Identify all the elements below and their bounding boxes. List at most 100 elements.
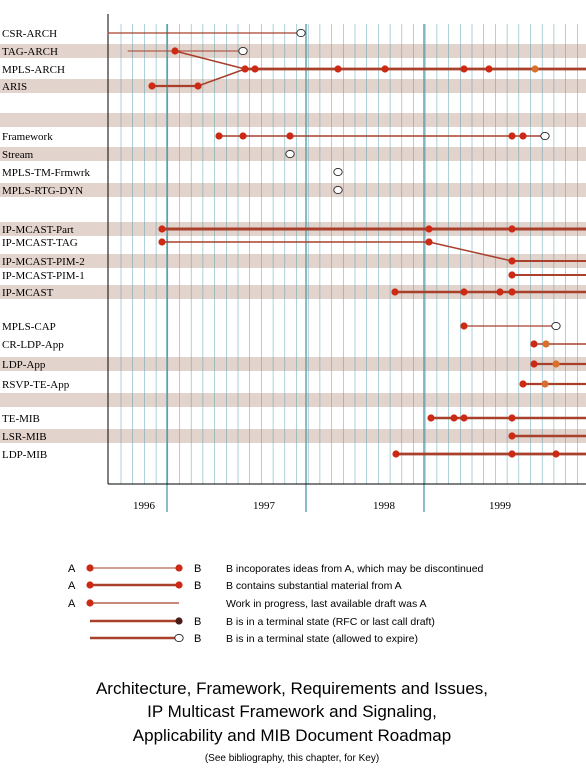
row-label: MPLS-RTG-DYN (2, 185, 83, 197)
draft-marker (148, 82, 156, 90)
draft-marker (427, 414, 435, 422)
draft-marker (508, 414, 516, 422)
legend-a-label: A (68, 580, 76, 592)
row-label: TAG-ARCH (2, 46, 58, 58)
draft-marker (485, 65, 493, 73)
title-block: Architecture, Framework, Requirements an… (96, 679, 488, 764)
row-label: IP-MCAST-TAG (2, 237, 78, 249)
draft-marker (215, 132, 223, 140)
draft-marker (460, 322, 468, 330)
draft-marker (542, 340, 550, 348)
row-label: IP-MCAST-PIM-1 (2, 270, 85, 282)
row-label: CR-LDP-App (2, 339, 64, 351)
link-line (197, 68, 246, 87)
legend-marker-a (86, 581, 94, 589)
legend-b-label: B (194, 616, 201, 628)
legend-a-label: A (68, 598, 76, 610)
draft-marker (460, 65, 468, 73)
terminal-marker (551, 321, 561, 331)
legend-text: Work in progress, last available draft w… (226, 598, 427, 610)
draft-marker (241, 65, 249, 73)
legend-marker-b (175, 564, 183, 572)
draft-marker (552, 450, 560, 458)
draft-marker (508, 257, 516, 265)
year-label: 1999 (489, 500, 512, 512)
document-markers (148, 28, 561, 458)
legend-text: B incoporates ideas from A, which may be… (226, 563, 484, 575)
row-label: IP-MCAST (2, 287, 54, 299)
row-band (0, 393, 586, 407)
row-label: CSR-ARCH (2, 28, 57, 40)
draft-marker (508, 271, 516, 279)
draft-marker (508, 288, 516, 296)
draft-marker (251, 65, 259, 73)
title-line-2: IP Multicast Framework and Signaling, (147, 702, 437, 721)
draft-marker (392, 450, 400, 458)
row-band (0, 44, 586, 58)
legend-b-label: B (194, 633, 201, 645)
row-band (0, 113, 586, 127)
row-band (0, 285, 586, 299)
terminal-marker (238, 46, 248, 56)
draft-marker (531, 65, 539, 73)
draft-marker (425, 225, 433, 233)
row-band (0, 254, 586, 268)
row-label: LDP-App (2, 359, 46, 371)
terminal-marker (333, 167, 343, 177)
row-band (0, 357, 586, 371)
draft-marker (541, 380, 549, 388)
draft-marker (194, 82, 202, 90)
legend-text: B is in a terminal state (RFC or last ca… (226, 616, 435, 628)
row-label: MPLS-CAP (2, 321, 56, 333)
axes (107, 14, 586, 485)
draft-marker (158, 238, 166, 246)
row-label: RSVP-TE-App (2, 379, 70, 391)
year-labels: 1996 1997 1998 1999 (133, 500, 512, 512)
draft-marker (425, 238, 433, 246)
terminal-marker (333, 185, 343, 195)
legend-marker-a (86, 564, 94, 572)
row-band (0, 183, 586, 197)
draft-marker (381, 65, 389, 73)
legend-marker-b (174, 633, 184, 643)
row-label: IP-MCAST-Part (2, 224, 74, 236)
legend-marker-a (86, 599, 94, 607)
draft-marker (158, 225, 166, 233)
grid-lines (120, 24, 578, 512)
row-band (0, 429, 586, 443)
title-line-1: Architecture, Framework, Requirements an… (96, 679, 488, 698)
row-label: IP-MCAST-PIM-2 (2, 256, 85, 268)
legend-b-label: B (194, 580, 201, 592)
draft-marker (450, 414, 458, 422)
draft-marker (519, 132, 527, 140)
draft-marker (460, 288, 468, 296)
row-label: MPLS-ARCH (2, 64, 65, 76)
legend-text: B contains substantial material from A (226, 580, 402, 592)
row-label: TE-MIB (2, 413, 40, 425)
link-line (428, 241, 513, 262)
legend-a-label: A (68, 563, 76, 575)
legend-b-label: B (194, 563, 201, 575)
draft-marker (496, 288, 504, 296)
legend-marker-b (175, 581, 183, 589)
draft-marker (508, 225, 516, 233)
draft-marker (519, 380, 527, 388)
row-label: ARIS (2, 81, 27, 93)
legend-marker-b (175, 617, 183, 625)
draft-marker (391, 288, 399, 296)
draft-marker (530, 340, 538, 348)
draft-marker (508, 450, 516, 458)
row-band (0, 79, 586, 93)
draft-marker (239, 132, 247, 140)
draft-marker (171, 47, 179, 55)
row-label: MPLS-TM-Frmwrk (2, 167, 91, 179)
link-line (174, 50, 246, 70)
legend-text: B is in a terminal state (allowed to exp… (226, 633, 418, 645)
draft-marker (530, 360, 538, 368)
draft-marker (508, 432, 516, 440)
row-label: LDP-MIB (2, 449, 47, 461)
draft-marker (552, 360, 560, 368)
terminal-marker (540, 131, 550, 141)
year-label: 1997 (253, 500, 276, 512)
